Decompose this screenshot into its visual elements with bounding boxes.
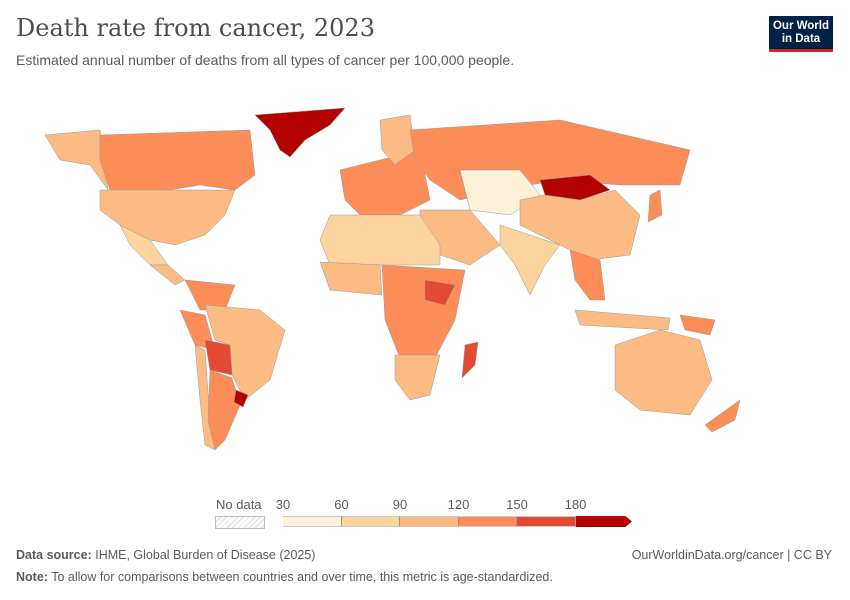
note: Note: To allow for comparisons between c…	[16, 570, 553, 584]
legend-bin	[400, 516, 459, 527]
country-papua[interactable]	[679, 314, 716, 336]
owid-logo[interactable]: Our World in Data	[769, 16, 833, 52]
country-bolivia[interactable]	[204, 339, 233, 376]
country-scandinavia[interactable]	[379, 114, 416, 166]
country-north-africa[interactable]	[319, 214, 441, 266]
world-map[interactable]	[0, 95, 850, 495]
country-west-africa[interactable]	[319, 261, 383, 296]
country-alaska[interactable]	[44, 129, 109, 191]
country-argentina[interactable]	[207, 369, 241, 451]
legend-bin	[341, 516, 400, 527]
country-india[interactable]	[499, 224, 561, 296]
country-indonesia[interactable]	[574, 309, 671, 331]
country-uruguay[interactable]	[233, 389, 249, 408]
data-source: Data source: IHME, Global Burden of Dise…	[16, 548, 316, 562]
country-central-america[interactable]	[149, 264, 186, 286]
legend-tick: 30	[275, 497, 291, 512]
no-data-swatch	[215, 516, 265, 529]
legend-bin	[575, 516, 632, 527]
country-usa[interactable]	[99, 189, 236, 246]
legend-tick: 150	[506, 497, 528, 512]
country-southeast-asia[interactable]	[569, 249, 606, 301]
source-link[interactable]: OurWorldinData.org/cancer | CC BY	[631, 548, 832, 562]
country-canada[interactable]	[99, 129, 256, 191]
country-australia[interactable]	[614, 329, 713, 416]
chart-subtitle: Estimated annual number of deaths from a…	[16, 52, 515, 68]
country-ethiopia[interactable]	[424, 279, 456, 306]
country-central-africa[interactable]	[381, 264, 466, 359]
country-southern-africa[interactable]	[394, 354, 441, 401]
legend-tick: 120	[447, 497, 470, 512]
chart-title: Death rate from cancer, 2023	[16, 14, 375, 42]
legend-tick: 60	[334, 497, 349, 512]
legend-tick: 180	[564, 497, 587, 512]
legend-bin	[517, 516, 576, 527]
country-mongolia[interactable]	[539, 174, 611, 201]
country-greenland[interactable]	[254, 107, 346, 158]
country-madagascar[interactable]	[461, 341, 479, 379]
legend-bin	[283, 516, 342, 527]
country-china[interactable]	[519, 189, 641, 261]
no-data-label: No data	[216, 497, 262, 512]
color-legend: No data 30 60 90 120 150 180	[0, 495, 850, 535]
country-japan[interactable]	[647, 189, 663, 223]
country-new-zealand[interactable]	[704, 399, 741, 433]
legend-bin	[458, 516, 517, 527]
legend-tick: 90	[392, 497, 408, 512]
